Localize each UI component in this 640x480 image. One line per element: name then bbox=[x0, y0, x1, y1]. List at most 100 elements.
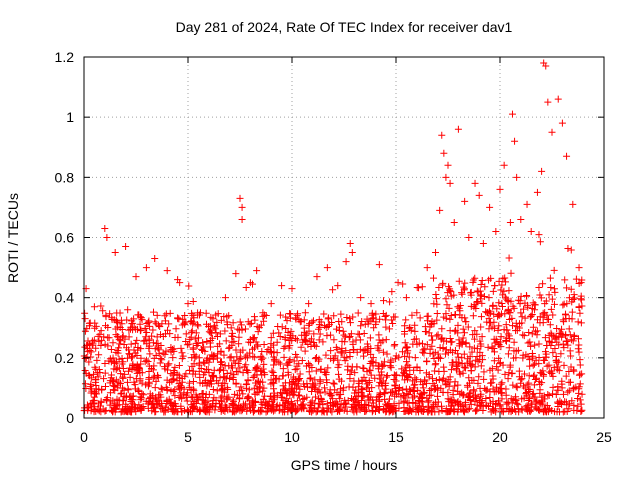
data-point bbox=[260, 360, 268, 368]
data-point bbox=[447, 288, 455, 296]
data-point bbox=[203, 337, 211, 345]
data-point bbox=[497, 333, 505, 341]
data-point bbox=[270, 372, 278, 380]
data-point bbox=[130, 405, 138, 413]
data-point bbox=[401, 352, 409, 360]
data-point bbox=[539, 371, 547, 379]
data-point bbox=[267, 300, 275, 308]
data-point bbox=[419, 346, 427, 354]
data-point bbox=[340, 331, 348, 339]
data-point bbox=[535, 377, 543, 385]
data-point bbox=[227, 324, 235, 332]
data-point bbox=[260, 341, 268, 349]
data-point bbox=[171, 392, 179, 400]
data-point bbox=[277, 393, 285, 401]
data-point bbox=[192, 391, 200, 399]
data-point bbox=[329, 286, 337, 294]
data-point bbox=[117, 337, 125, 345]
x-tick-label: 15 bbox=[388, 429, 404, 445]
data-point bbox=[471, 363, 479, 371]
data-point bbox=[112, 325, 120, 333]
data-point bbox=[549, 349, 557, 357]
data-point bbox=[212, 403, 220, 411]
data-point bbox=[341, 338, 349, 346]
data-point bbox=[246, 279, 254, 287]
data-point bbox=[418, 390, 426, 398]
data-point bbox=[402, 344, 410, 352]
data-point bbox=[259, 309, 267, 317]
data-point bbox=[572, 275, 580, 283]
data-point bbox=[421, 345, 429, 353]
data-point bbox=[498, 281, 506, 289]
data-point bbox=[227, 369, 235, 377]
data-point bbox=[372, 320, 380, 328]
data-point bbox=[120, 393, 128, 401]
data-point bbox=[138, 316, 146, 324]
data-point bbox=[85, 358, 93, 366]
data-point bbox=[469, 278, 477, 286]
data-point bbox=[451, 311, 459, 319]
data-point bbox=[518, 395, 526, 403]
data-point bbox=[322, 351, 330, 359]
data-point bbox=[238, 386, 246, 394]
data-point bbox=[141, 325, 149, 333]
data-point bbox=[544, 98, 552, 106]
data-point bbox=[136, 393, 144, 401]
data-point bbox=[410, 384, 418, 392]
data-point bbox=[454, 321, 462, 329]
data-point bbox=[496, 185, 504, 193]
data-point bbox=[560, 361, 568, 369]
data-point bbox=[543, 408, 551, 416]
data-point bbox=[490, 357, 498, 365]
data-point bbox=[221, 327, 229, 335]
data-point bbox=[104, 342, 112, 350]
data-point bbox=[383, 372, 391, 380]
data-point bbox=[97, 327, 105, 335]
data-point bbox=[98, 336, 106, 344]
data-point bbox=[330, 312, 338, 320]
data-point bbox=[557, 399, 565, 407]
data-point bbox=[316, 400, 324, 408]
data-point bbox=[325, 314, 333, 322]
data-point bbox=[523, 381, 531, 389]
data-point bbox=[442, 310, 450, 318]
data-point bbox=[120, 340, 128, 348]
data-point bbox=[382, 316, 390, 324]
data-point bbox=[539, 400, 547, 408]
data-point bbox=[208, 351, 216, 359]
data-point bbox=[136, 368, 144, 376]
data-point bbox=[114, 378, 122, 386]
data-point bbox=[200, 371, 208, 379]
data-point bbox=[438, 325, 446, 333]
data-point bbox=[236, 364, 244, 372]
data-point bbox=[416, 366, 424, 374]
data-point bbox=[506, 315, 514, 323]
data-point bbox=[313, 273, 321, 281]
data-point bbox=[196, 309, 204, 317]
y-tick-label: 0.6 bbox=[55, 230, 75, 246]
data-point bbox=[473, 345, 481, 353]
data-point bbox=[362, 376, 370, 384]
data-point bbox=[485, 314, 493, 322]
data-point bbox=[375, 336, 383, 344]
data-point bbox=[217, 348, 225, 356]
data-point bbox=[476, 384, 484, 392]
data-point bbox=[194, 339, 202, 347]
data-point bbox=[574, 402, 582, 410]
data-point bbox=[405, 391, 413, 399]
data-point bbox=[119, 358, 127, 366]
data-point bbox=[390, 371, 398, 379]
data-point bbox=[178, 395, 186, 403]
data-point bbox=[471, 274, 479, 282]
data-point bbox=[253, 341, 261, 349]
y-tick-label: 0.2 bbox=[55, 350, 75, 366]
data-point bbox=[145, 335, 153, 343]
data-point bbox=[493, 338, 501, 346]
data-point bbox=[494, 397, 502, 405]
data-point bbox=[144, 382, 152, 390]
data-point bbox=[505, 287, 513, 295]
data-point bbox=[531, 301, 539, 309]
data-point bbox=[508, 110, 516, 118]
data-point bbox=[425, 373, 433, 381]
y-tick-label: 1.2 bbox=[55, 49, 75, 65]
